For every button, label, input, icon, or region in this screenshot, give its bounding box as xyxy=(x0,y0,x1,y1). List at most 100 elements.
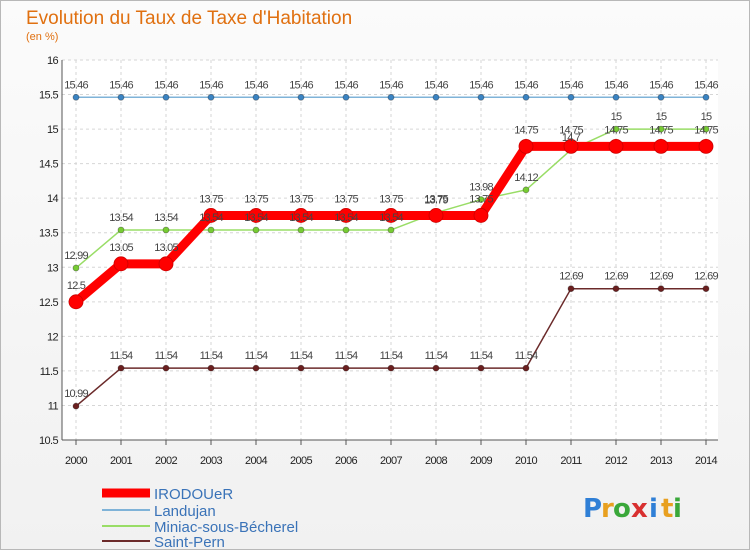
series-point-3 xyxy=(207,364,215,372)
data-label-2: 13.54 xyxy=(199,212,223,224)
x-tick-label: 2010 xyxy=(515,455,538,467)
series-point-1 xyxy=(207,93,215,101)
data-label-1: 15.46 xyxy=(199,79,223,91)
series-point-0 xyxy=(428,208,444,223)
series-point-0 xyxy=(473,208,489,223)
x-tick-label: 2009 xyxy=(470,455,493,467)
data-label-2: 13.54 xyxy=(379,212,403,224)
data-label-1: 15.46 xyxy=(379,79,403,91)
series-point-1 xyxy=(297,93,305,101)
data-label-2: 13.54 xyxy=(289,212,313,224)
series-point-0 xyxy=(113,256,129,272)
y-tick-label: 16 xyxy=(47,55,59,67)
x-tick-label: 2012 xyxy=(605,455,628,467)
data-label-3: 11.54 xyxy=(380,350,403,362)
series-point-1 xyxy=(117,93,125,101)
data-label-1: 15.46 xyxy=(649,79,673,91)
legend-label-3: Saint-Pern xyxy=(154,534,225,550)
data-label-2: 13.79 xyxy=(424,195,448,207)
data-label-3: 11.54 xyxy=(200,350,223,362)
brand-logo-letter: t xyxy=(661,494,673,524)
data-label-1: 15.46 xyxy=(244,79,268,91)
data-label-2: 13.54 xyxy=(334,212,358,224)
series-point-1 xyxy=(567,93,575,101)
x-tick-label: 2003 xyxy=(200,455,223,467)
series-point-0 xyxy=(563,138,579,154)
x-tick-label: 2002 xyxy=(155,455,178,467)
series-point-2 xyxy=(477,196,485,203)
series-point-3 xyxy=(432,364,440,372)
series-point-1 xyxy=(477,93,485,101)
brand-logo-letter: i xyxy=(673,494,682,524)
series-point-3 xyxy=(387,364,395,372)
brand-logo-letter: o xyxy=(613,494,631,524)
data-label-0: 13.75 xyxy=(334,193,358,205)
data-label-1: 15.46 xyxy=(559,79,583,91)
series-point-2 xyxy=(342,226,350,234)
data-label-0: 12.5 xyxy=(67,280,86,292)
series-point-1 xyxy=(657,93,665,101)
data-label-0: 13.05 xyxy=(109,242,133,254)
y-tick-label: 14 xyxy=(47,193,59,205)
series-point-3 xyxy=(567,285,575,293)
series-point-1 xyxy=(522,93,530,101)
x-tick-label: 2001 xyxy=(110,455,133,467)
data-label-2: 13.54 xyxy=(109,212,133,224)
plot-area xyxy=(62,60,718,440)
y-tick-label: 15 xyxy=(47,124,59,136)
data-label-0: 13.75 xyxy=(199,193,223,205)
series-point-0 xyxy=(248,208,264,223)
data-label-3: 11.54 xyxy=(110,350,133,362)
series-point-2 xyxy=(162,226,170,234)
y-tick-label: 13.5 xyxy=(39,228,58,240)
data-label-3: 11.54 xyxy=(155,350,178,362)
x-tick-label: 2011 xyxy=(560,455,582,467)
data-label-1: 15.46 xyxy=(469,79,493,91)
y-tick-label: 11 xyxy=(48,400,59,412)
chart-title: Evolution du Taux de Taxe d'Habitation xyxy=(26,8,352,29)
data-label-3: 10.99 xyxy=(64,388,88,400)
series-point-1 xyxy=(342,93,350,101)
legend-label-2: Miniac-sous-Bécherel xyxy=(154,519,298,536)
data-label-3: 12.69 xyxy=(604,271,628,283)
brand-logo-letter: P xyxy=(583,494,602,524)
series-point-2 xyxy=(657,125,665,133)
y-tick-label: 13 xyxy=(47,262,59,274)
data-label-3: 12.69 xyxy=(649,271,673,283)
series-point-1 xyxy=(387,93,395,101)
brand-logo-letter: i xyxy=(649,494,658,524)
series-point-0 xyxy=(608,138,624,154)
series-point-1 xyxy=(432,93,440,101)
data-label-1: 15.46 xyxy=(694,79,718,91)
data-label-0: 14.75 xyxy=(514,124,538,136)
data-label-1: 15.46 xyxy=(64,79,88,91)
data-label-1: 15.46 xyxy=(289,79,313,91)
series-point-3 xyxy=(522,364,530,372)
series-point-3 xyxy=(162,364,170,372)
data-label-2: 13.98 xyxy=(469,182,493,194)
x-tick-label: 2008 xyxy=(425,455,448,467)
data-label-3: 11.54 xyxy=(470,350,493,362)
x-tick-label: 2006 xyxy=(335,455,358,467)
data-label-2: 14.7 xyxy=(562,132,581,144)
series-point-0 xyxy=(653,138,669,154)
series-point-2 xyxy=(117,226,125,234)
data-label-0: 13.75 xyxy=(289,193,313,205)
series-point-1 xyxy=(162,93,170,101)
series-point-2 xyxy=(207,226,215,234)
data-label-0: 13.75 xyxy=(379,193,403,205)
data-label-3: 11.54 xyxy=(515,350,538,362)
data-label-1: 15.46 xyxy=(424,79,448,91)
data-label-1: 15.46 xyxy=(334,79,358,91)
series-point-3 xyxy=(657,285,665,293)
series-point-2 xyxy=(612,125,620,133)
series-point-2 xyxy=(297,226,305,234)
series-point-1 xyxy=(612,93,620,101)
brand-logo-letter: x xyxy=(631,494,648,524)
x-tick-label: 2013 xyxy=(650,455,673,467)
data-label-2: 15 xyxy=(611,111,622,123)
y-tick-label: 10.5 xyxy=(39,435,58,447)
legend-label-1: Landujan xyxy=(154,503,216,520)
data-label-3: 11.54 xyxy=(290,350,313,362)
